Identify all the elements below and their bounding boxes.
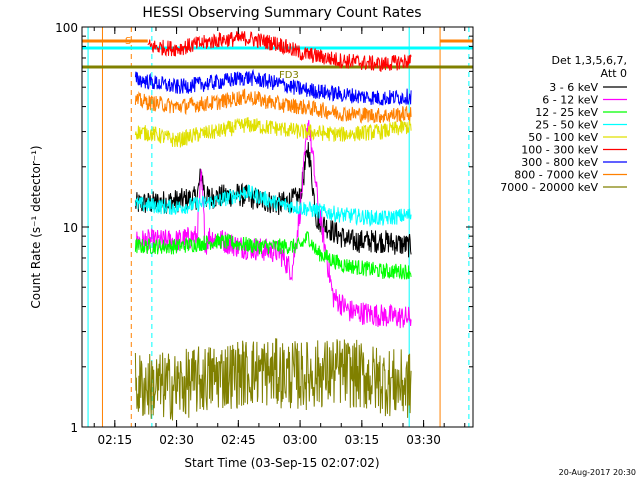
chart-title: HESSI Observing Summary Count Rates — [142, 5, 421, 21]
series-line-5 — [147, 30, 412, 72]
y-tick-label: 100 — [55, 21, 78, 35]
legend-header-line-2: Att 0 — [601, 67, 627, 80]
axes-layer: 02:15 02:30 02:45 03:00 03:15 03:30 1 10 100 — [55, 21, 473, 447]
series-line-8 — [134, 338, 412, 421]
x-axis-label: Start Time (03-Sep-15 02:07:02) — [184, 456, 379, 470]
annotation-fd3: FD3 — [279, 70, 299, 81]
x-tick-label: 03:00 — [283, 433, 318, 447]
x-tick-label: 02:30 — [159, 433, 194, 447]
legend-label: 300 - 800 keV — [521, 156, 598, 169]
legend-label: 3 - 6 keV — [549, 81, 598, 94]
x-tick-label: 03:30 — [406, 433, 441, 447]
legend-label: 50 - 100 keV — [528, 131, 598, 144]
legend-header-line-1: Det 1,3,5,6,7, — [551, 54, 627, 67]
series-line-0 — [134, 141, 412, 258]
series-line-4 — [134, 117, 412, 148]
y-tick-label: 1 — [70, 421, 78, 435]
y-axis-label: Count Rate (s⁻¹ detector⁻¹) — [29, 145, 43, 308]
legend-label: 7000 - 20000 keV — [500, 181, 598, 194]
legend-label: 25 - 50 keV — [535, 119, 598, 132]
legend-label: 6 - 12 keV — [542, 94, 598, 107]
series-line-2 — [134, 231, 412, 280]
legend-label: 100 - 300 keV — [521, 144, 598, 157]
x-tick-label: 02:45 — [221, 433, 256, 447]
series-layer — [134, 30, 412, 421]
y-tick-label: 10 — [63, 221, 78, 235]
series-line-6 — [134, 68, 412, 106]
series-line-7 — [134, 88, 412, 124]
legend-label: 12 - 25 keV — [535, 106, 598, 119]
annotation-s: S — [125, 36, 131, 47]
footer-date: 20-Aug-2017 20:30 — [559, 468, 636, 477]
series-line-3 — [134, 184, 412, 227]
legend-label: 800 - 7000 keV — [514, 169, 598, 182]
x-tick-label: 03:15 — [345, 433, 380, 447]
x-tick-label: 02:15 — [98, 433, 133, 447]
